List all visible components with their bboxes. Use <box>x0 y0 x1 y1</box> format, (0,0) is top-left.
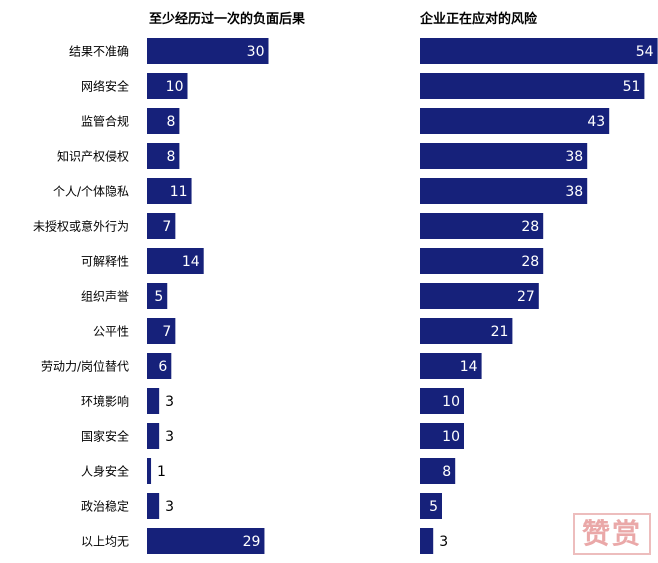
left-bar-value-label: 1 <box>157 464 166 480</box>
left-bar-value-label: 7 <box>162 324 171 340</box>
right-bar-value-label: 27 <box>517 289 535 305</box>
category-label: 劳动力/岗位替代 <box>41 359 129 374</box>
left-bar <box>147 283 168 309</box>
right-bar <box>420 213 544 239</box>
left-bar-value-label: 10 <box>166 79 184 95</box>
left-bar <box>147 388 160 414</box>
right-bar <box>420 528 434 554</box>
right-bar <box>420 458 456 484</box>
left-bar-value-label: 8 <box>166 149 175 165</box>
right-bar-value-label: 5 <box>429 499 438 515</box>
category-label: 以上均无 <box>81 535 129 549</box>
category-label: 公平性 <box>93 325 129 339</box>
category-label: 国家安全 <box>81 429 129 444</box>
right-bar-value-label: 51 <box>623 79 641 95</box>
left-bar <box>147 493 160 519</box>
watermark-stamp: 赞赏 <box>573 513 651 555</box>
left-bar-value-label: 11 <box>170 184 188 200</box>
right-bar <box>420 143 588 169</box>
right-bar-value-label: 10 <box>442 429 460 445</box>
left-bar-value-label: 3 <box>165 394 174 410</box>
right-bar-value-label: 38 <box>565 149 583 165</box>
right-bar-value-label: 43 <box>587 114 605 130</box>
category-label: 网络安全 <box>81 79 129 94</box>
left-chart-title: 至少经历过一次的负面后果 <box>149 11 305 27</box>
left-bars: 30 10 8 8 11 7 14 5 7 6 3 3 1 3 29 <box>147 38 269 554</box>
right-bar-value-label: 8 <box>442 464 451 480</box>
left-bar-value-label: 6 <box>158 359 167 375</box>
watermark-text: 赞赏 <box>581 517 642 550</box>
category-label: 可解释性 <box>81 255 129 269</box>
right-chart-title: 企业正在应对的风险 <box>419 11 538 27</box>
right-bar-value-label: 3 <box>439 534 448 550</box>
left-bar <box>147 318 176 344</box>
right-bar-value-label: 10 <box>442 394 460 410</box>
right-bar <box>420 283 539 309</box>
left-bar-value-label: 29 <box>243 534 261 550</box>
right-bar <box>420 388 464 414</box>
left-bar-value-label: 14 <box>182 254 200 270</box>
left-bar <box>147 38 269 64</box>
left-bar <box>147 213 176 239</box>
left-bar-value-label: 8 <box>166 114 175 130</box>
category-label: 结果不准确 <box>69 45 129 59</box>
category-label: 组织声誉 <box>81 290 129 304</box>
right-bars: 54 51 43 38 38 28 28 27 21 14 10 10 8 5 3 <box>420 38 658 554</box>
category-label: 个人/个体隐私 <box>53 185 129 199</box>
left-bar <box>147 143 180 169</box>
right-bar-value-label: 54 <box>636 44 654 60</box>
category-label: 环境影响 <box>81 394 129 409</box>
category-label: 未授权或意外行为 <box>33 219 129 234</box>
category-label: 人身安全 <box>81 464 129 479</box>
right-bar <box>420 493 442 519</box>
left-bar-value-label: 3 <box>165 429 174 445</box>
left-bar-value-label: 7 <box>162 219 171 235</box>
right-bar <box>420 38 658 64</box>
left-bar <box>147 353 172 379</box>
right-bar <box>420 318 513 344</box>
right-bar <box>420 353 482 379</box>
right-bar <box>420 108 610 134</box>
left-bar <box>147 73 188 99</box>
left-bar <box>147 108 180 134</box>
category-label: 知识产权侵权 <box>57 149 129 164</box>
left-bar <box>147 423 160 449</box>
left-bar-value-label: 5 <box>154 289 163 305</box>
left-bar <box>147 248 204 274</box>
right-bar <box>420 73 645 99</box>
left-bar <box>147 528 265 554</box>
left-bar <box>147 458 152 484</box>
right-bar-value-label: 38 <box>565 184 583 200</box>
right-bar-value-label: 28 <box>521 254 539 270</box>
right-bar-value-label: 28 <box>521 219 539 235</box>
category-label: 政治稳定 <box>81 499 129 514</box>
left-bar <box>147 178 192 204</box>
right-bar-value-label: 14 <box>460 359 478 375</box>
right-bar <box>420 423 464 449</box>
left-bar-value-label: 30 <box>247 44 265 60</box>
category-label: 监管合规 <box>81 114 129 129</box>
right-bar <box>420 178 588 204</box>
right-bar <box>420 248 544 274</box>
left-bar-value-label: 3 <box>165 499 174 515</box>
right-bar-value-label: 21 <box>491 324 509 340</box>
category-labels: 结果不准确网络安全监管合规知识产权侵权个人/个体隐私未授权或意外行为可解释性组织… <box>33 45 129 549</box>
